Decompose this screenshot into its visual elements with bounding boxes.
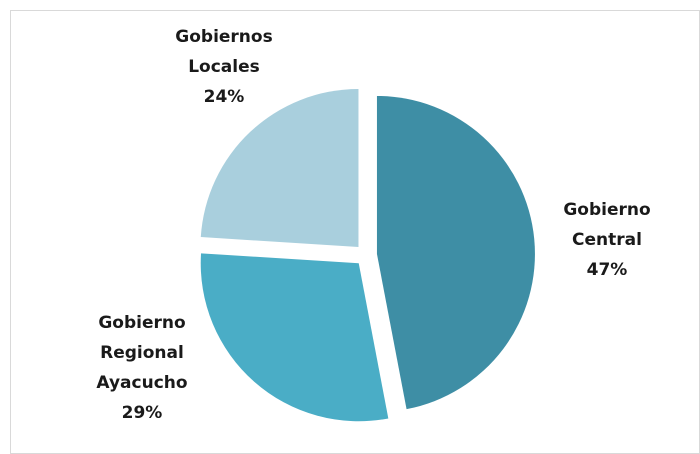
pie-slice xyxy=(200,88,359,247)
pie-slice xyxy=(200,253,389,422)
slice-label: Gobierno Regional Ayacucho xyxy=(96,313,187,393)
value-label: 24% xyxy=(204,87,245,107)
value-label: 47% xyxy=(587,260,628,280)
pie-slice xyxy=(376,95,535,410)
slice-label: Gobiernos Locales xyxy=(175,27,272,77)
value-label: 29% xyxy=(122,403,163,423)
slice-label: Gobierno Central xyxy=(563,200,650,250)
